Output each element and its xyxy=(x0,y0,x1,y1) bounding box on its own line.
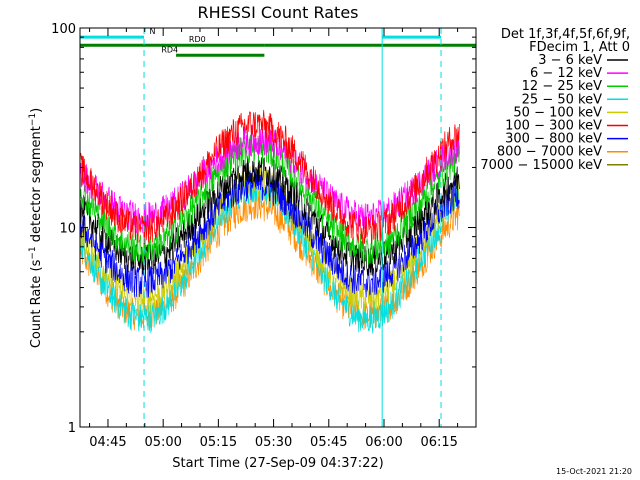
flag-label-rd0: RD0 xyxy=(189,35,206,44)
legend-entry-label: 6 − 12 keV xyxy=(530,66,602,81)
x-tick-label: 05:45 xyxy=(310,435,347,450)
series-line xyxy=(79,134,460,265)
y-axis-label: Count Rate (s−1 detector segment−1) xyxy=(28,108,44,348)
legend-entry-label: 800 − 7000 keV xyxy=(497,145,602,160)
plot-area xyxy=(79,109,460,334)
x-tick-label: 06:00 xyxy=(365,435,402,450)
x-tick-label: 05:15 xyxy=(200,435,237,450)
legend: Det 1f,3f,4f,5f,6f,9f, FDecim 1, Att 0 3… xyxy=(480,27,630,173)
flag-label-rd4: RD4 xyxy=(161,45,178,54)
legend-entry-label: 12 − 25 keV xyxy=(522,79,602,94)
series-line xyxy=(79,109,460,245)
series-line xyxy=(79,166,460,315)
tick-labels: 04:45 05:00 05:15 05:30 05:45 06:00 06:15 1 10 10… xyxy=(51,22,458,450)
x-tick-label: 05:30 xyxy=(255,435,292,450)
vertical-markers xyxy=(79,28,442,427)
axes xyxy=(79,27,477,428)
legend-entry-label: 3 − 6 keV xyxy=(538,53,602,68)
y-tick-label: 10 xyxy=(59,222,76,237)
series-line xyxy=(79,154,460,276)
x-tick-label: 05:00 xyxy=(144,435,181,450)
legend-entry-label: 25 − 50 keV xyxy=(522,92,602,107)
x-axis-label: Start Time (27-Sep-09 04:37:22) xyxy=(172,456,383,471)
x-tick-label: 06:15 xyxy=(420,435,457,450)
legend-header-1: Det 1f,3f,4f,5f,6f,9f, xyxy=(501,27,630,42)
flag-bars: N RD0 RD4 xyxy=(80,27,476,57)
x-tick-label: 04:45 xyxy=(89,435,126,450)
series-line xyxy=(79,172,460,334)
timestamp-stamp: 15-Oct-2021 21:20 xyxy=(556,467,632,476)
legend-entry-label: 100 − 300 keV xyxy=(505,119,602,134)
flag-label-n: N xyxy=(150,27,156,36)
y-tick-label: 100 xyxy=(51,22,76,37)
legend-entry-label: 7000 − 15000 keV xyxy=(480,158,602,173)
y-tick-label: 1 xyxy=(68,421,76,436)
legend-entry-label: 50 − 100 keV xyxy=(513,105,602,120)
legend-entry-label: 300 − 800 keV xyxy=(505,132,602,147)
chart-title: RHESSI Count Rates xyxy=(198,3,359,22)
legend-header-2: FDecim 1, Att 0 xyxy=(529,40,630,55)
